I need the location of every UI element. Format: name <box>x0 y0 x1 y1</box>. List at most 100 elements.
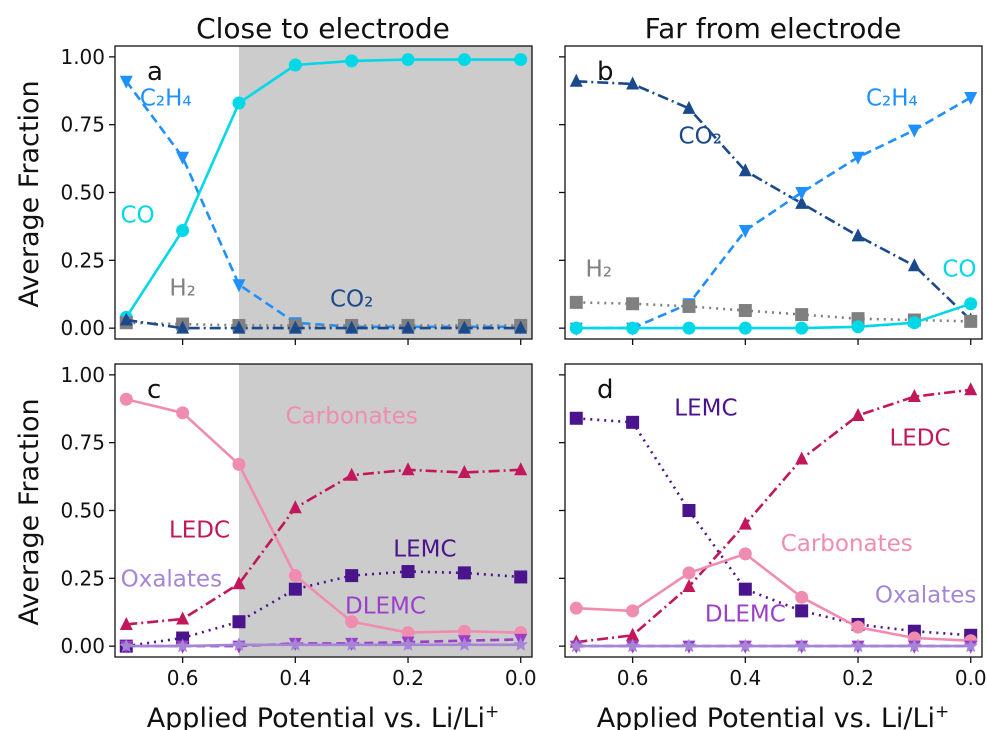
data-point-co2 <box>514 320 528 334</box>
series-line-carbonates <box>125 398 521 634</box>
y-tick-label: 1.00 <box>60 363 105 387</box>
data-point-co <box>514 53 528 67</box>
y-tick-label: 0.25 <box>60 248 105 272</box>
data-point-lemc <box>738 582 752 596</box>
data-point-co <box>626 321 640 335</box>
data-point-oxalates <box>625 638 640 653</box>
x-tick-label: 0.4 <box>279 666 311 690</box>
data-point-co2 <box>682 100 696 114</box>
annotation-carbonates: Carbonates <box>286 404 418 430</box>
y-tick-label: 1.00 <box>60 45 105 69</box>
x-tick-label: 0.0 <box>505 666 537 690</box>
data-point-co2 <box>288 320 302 334</box>
data-point-co <box>288 58 302 72</box>
annotation-co2: CO₂ <box>330 286 373 312</box>
data-point-co2 <box>457 320 471 334</box>
data-point-lemc <box>682 504 696 517</box>
data-point-h2 <box>795 308 809 322</box>
panel-letter: b <box>597 57 614 87</box>
data-point-co <box>401 53 415 67</box>
data-point-carbonates <box>626 604 640 618</box>
data-point-lemc <box>345 569 359 583</box>
data-point-oxalates <box>850 638 866 653</box>
x-tick-label: 0.0 <box>955 666 987 690</box>
data-point-c2h4 <box>176 151 190 165</box>
data-point-lemc <box>795 604 809 618</box>
data-point-carbonates <box>569 601 583 615</box>
annotation-dlemc: DLEMC <box>705 602 786 628</box>
x-tick-label: 0.6 <box>617 666 649 690</box>
annotation-oxalates: Oxalates <box>875 583 976 609</box>
ylabel-top: Average Fraction <box>14 80 45 307</box>
data-point-co2 <box>851 228 865 242</box>
data-point-ledc <box>176 611 190 625</box>
series-line-h2 <box>126 321 521 327</box>
data-point-co <box>569 321 583 335</box>
data-point-carbonates <box>738 547 752 561</box>
data-point-lemc <box>401 565 415 579</box>
data-point-oxalates <box>119 638 134 653</box>
annotation-co: CO <box>942 257 976 283</box>
data-point-ledc <box>626 627 640 641</box>
y-tick-label: 0.50 <box>60 499 105 523</box>
xlabel-left: Applied Potential vs. Li/Li+ <box>147 702 500 730</box>
data-point-ledc <box>964 382 978 396</box>
data-point-co <box>232 96 246 110</box>
data-point-oxalates <box>569 638 584 653</box>
annotation-c2h4: C₂H₄ <box>866 86 918 112</box>
data-point-lemc <box>626 415 640 429</box>
data-point-co <box>738 321 752 335</box>
data-point-co2 <box>232 320 246 334</box>
data-point-oxalates <box>513 637 528 651</box>
annotation-oxalates: Oxalates <box>121 566 222 592</box>
annotation-ledc: LEDC <box>169 518 230 544</box>
ylabel-bottom: Average Fraction <box>14 398 45 625</box>
data-point-h2 <box>738 304 752 318</box>
data-point-ledc <box>288 500 302 514</box>
data-point-carbonates <box>288 569 302 583</box>
data-point-oxalates <box>231 637 247 651</box>
annotation-lemc: LEMC <box>393 537 456 563</box>
annotation-ledc: LEDC <box>889 425 950 451</box>
data-point-ledc <box>851 408 865 422</box>
data-point-co2 <box>569 73 583 87</box>
data-point-oxalates <box>175 638 190 653</box>
data-point-co <box>795 321 809 335</box>
annotation-h2: H₂ <box>586 257 613 283</box>
title-left: Close to electrode <box>196 12 450 45</box>
data-point-c2h4 <box>119 75 133 89</box>
y-tick-label: 0.00 <box>60 316 105 340</box>
data-point-ledc <box>738 516 752 530</box>
series-line-ledc <box>576 388 971 644</box>
series-line-lemc <box>576 417 971 637</box>
series-line-dlemc <box>126 638 521 648</box>
data-point-co <box>176 223 190 237</box>
data-point-carbonates <box>795 590 809 604</box>
y-tick-label: 0.25 <box>60 566 105 590</box>
data-point-co <box>457 53 471 67</box>
data-point-h2 <box>964 314 978 328</box>
data-point-lemc <box>457 566 471 580</box>
x-tick-label: 0.4 <box>729 666 761 690</box>
data-point-c2h4 <box>795 187 809 200</box>
data-point-h2 <box>569 295 583 309</box>
y-tick-label: 0.00 <box>60 634 105 658</box>
data-point-oxalates <box>344 637 359 651</box>
data-point-oxalates <box>963 638 978 653</box>
data-point-co2 <box>795 195 809 209</box>
data-point-carbonates <box>401 626 415 640</box>
data-point-co <box>907 316 921 330</box>
data-point-oxalates <box>794 638 809 653</box>
data-point-co2 <box>907 258 921 272</box>
series-line-co <box>576 302 972 330</box>
data-point-ledc <box>457 465 471 479</box>
panel-letter: d <box>597 375 614 405</box>
data-point-ledc <box>682 578 696 592</box>
data-point-c2h4 <box>907 124 921 138</box>
data-point-c2h4 <box>738 224 752 238</box>
data-point-co <box>851 320 865 334</box>
data-point-ledc <box>345 467 359 481</box>
data-point-carbonates <box>457 624 471 638</box>
shaded-region <box>238 364 533 657</box>
